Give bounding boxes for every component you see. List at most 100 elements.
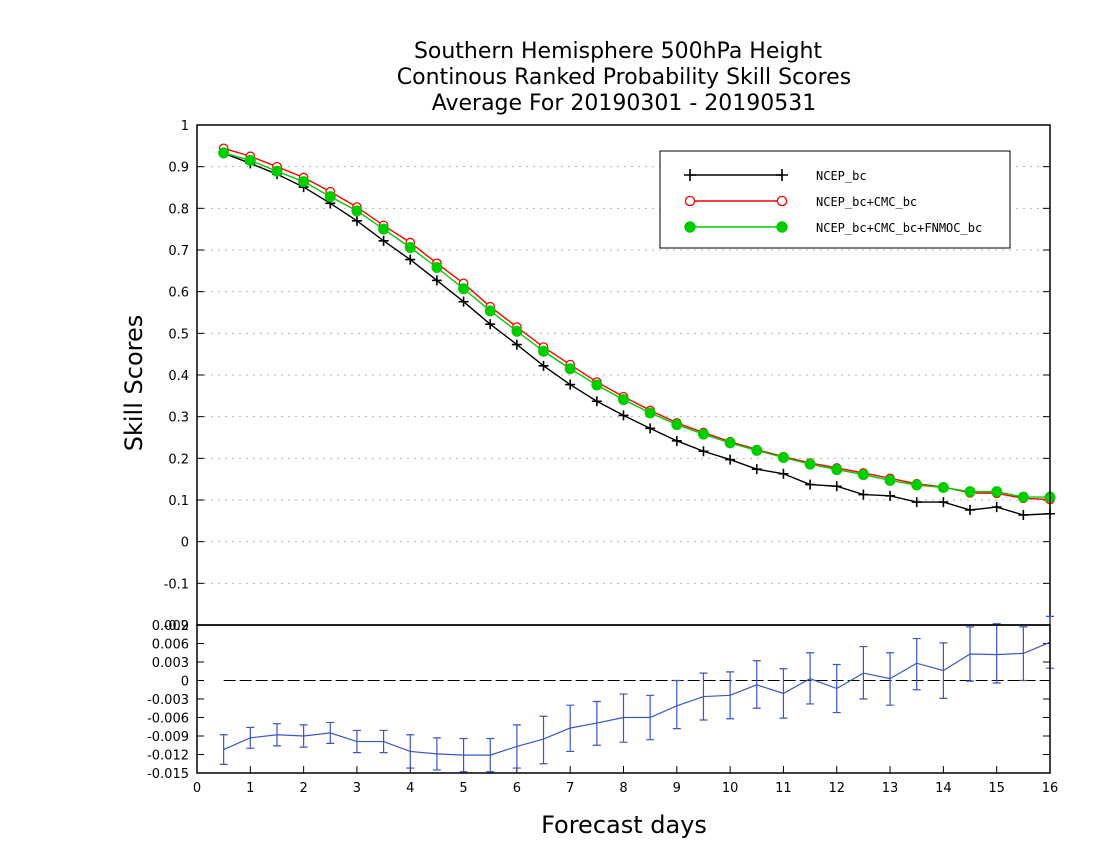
x-tick-label: 16 [1042, 781, 1059, 796]
error-bar [912, 637, 921, 691]
bottom-plot-frame [196, 624, 1051, 774]
x-tick-label: 3 [353, 781, 361, 796]
series-3-point [644, 407, 656, 419]
diff-y-tick-label: -0.006 [147, 712, 189, 727]
series-3-point [937, 482, 949, 493]
series-1-point [965, 505, 976, 515]
error-bar [646, 694, 655, 741]
diff-y-tick-label: 0.003 [152, 656, 189, 671]
series-3-point [511, 325, 523, 337]
x-tick-label: 8 [619, 781, 627, 796]
series-3-point [324, 191, 336, 203]
error-bar [592, 700, 601, 746]
series-1-point [405, 254, 416, 265]
error-bar [326, 721, 335, 744]
series-3-point [857, 469, 869, 481]
diff-y-tick-label: 0.006 [152, 638, 189, 653]
y-tick-label: 0.8 [168, 202, 189, 217]
series-1-point [538, 360, 549, 371]
y-tick-label: 0.7 [168, 244, 189, 259]
y-tick-label: 0.3 [168, 411, 189, 426]
series-3-point [697, 428, 709, 440]
error-bar [752, 660, 761, 709]
legend-marker-open-circle [776, 195, 788, 207]
x-tick-label: 4 [406, 781, 414, 796]
series-1-point [938, 497, 949, 508]
x-tick-label: 10 [722, 781, 739, 796]
series-1-point [751, 464, 762, 475]
diff-y-tick-label: -0.015 [147, 767, 189, 782]
series-3-point [751, 444, 763, 456]
legend: NCEP_bc NCEP_bc+CMC_bc NCEP_bc+CMC_bc+FNMO… [659, 150, 1011, 249]
error-bar [806, 652, 815, 705]
x-tick-label: 9 [673, 781, 681, 796]
series-1-point [858, 489, 869, 500]
series-3-point [378, 223, 390, 235]
series-1-point [458, 296, 469, 307]
series-1-point [1018, 510, 1029, 520]
y-tick-label: -0.1 [164, 577, 189, 592]
error-bar [352, 729, 361, 754]
series-1-point [725, 454, 736, 465]
error-bar [939, 642, 948, 699]
y-tick-label: 0 [181, 536, 189, 551]
series-3-point [1017, 491, 1029, 503]
legend-marker-plus [684, 169, 696, 181]
legend-label-1: NCEP_bc [816, 169, 867, 183]
error-bar [299, 724, 308, 748]
series-3-point [831, 464, 843, 476]
error-bar [619, 693, 628, 743]
diff-y-tick-label: 0 [181, 675, 189, 690]
bottom-panel-series [219, 615, 1054, 773]
chart-title-line-3: Average For 20190301 - 20190531 [432, 91, 817, 116]
y-tick-label: 0.4 [168, 369, 189, 384]
x-tick-label: 6 [513, 781, 521, 796]
x-axis-label: Forecast days [541, 811, 707, 839]
legend-label-3: NCEP_bc+CMC_bc+FNMOC_bc [816, 221, 982, 235]
legend-marker-filled-circle [776, 221, 788, 233]
diff-y-tick-label: -0.009 [147, 730, 189, 745]
x-tick-label: 14 [935, 781, 952, 796]
error-bar [726, 671, 735, 720]
difference-line [223, 641, 1051, 756]
series-3-point [351, 205, 363, 217]
series-1-point [591, 396, 602, 407]
x-tick-label: 1 [246, 781, 254, 796]
series-1-point [911, 497, 922, 508]
y-tick-label: 0.2 [168, 452, 189, 467]
series-1-point [671, 435, 682, 446]
series-1-point [485, 319, 496, 330]
series-3-point [884, 474, 896, 486]
bottom-panel-axes: 0.009 0.006 0.003 0 -0.003 -0.006 -0.009 -0.012… [147, 619, 1058, 796]
x-tick-label: 13 [882, 781, 899, 796]
series-1-point [698, 446, 709, 457]
series-1-point [618, 410, 629, 421]
error-bar [886, 652, 895, 706]
series-1-point [831, 481, 842, 492]
series-1-point [431, 275, 442, 286]
error-bar [219, 734, 228, 765]
series-3-point [724, 437, 736, 449]
diff-y-tick-label: 0.009 [152, 619, 189, 634]
y-tick-label: -0.2 [164, 619, 189, 634]
legend-box [659, 150, 1011, 249]
error-bar [966, 626, 975, 682]
x-tick-label: 15 [988, 781, 1005, 796]
y-axis-label: Skill Scores [120, 315, 148, 452]
series-3-point [618, 394, 629, 406]
series-3-point [244, 154, 256, 166]
series-3-point [431, 262, 443, 273]
error-bar [859, 645, 868, 700]
error-bar [1019, 626, 1028, 682]
top-panel-series [218, 143, 1056, 520]
series-3-point [964, 486, 976, 498]
error-bar [779, 668, 788, 719]
series-1-point [378, 235, 389, 246]
series-line-1 [223, 152, 1051, 516]
x-tick-label: 0 [193, 781, 201, 796]
error-bar [992, 623, 1001, 684]
chart-title-line-2: Continous Ranked Probability Skill Score… [397, 65, 851, 90]
error-bar [486, 737, 495, 773]
series-3-point [218, 147, 230, 159]
